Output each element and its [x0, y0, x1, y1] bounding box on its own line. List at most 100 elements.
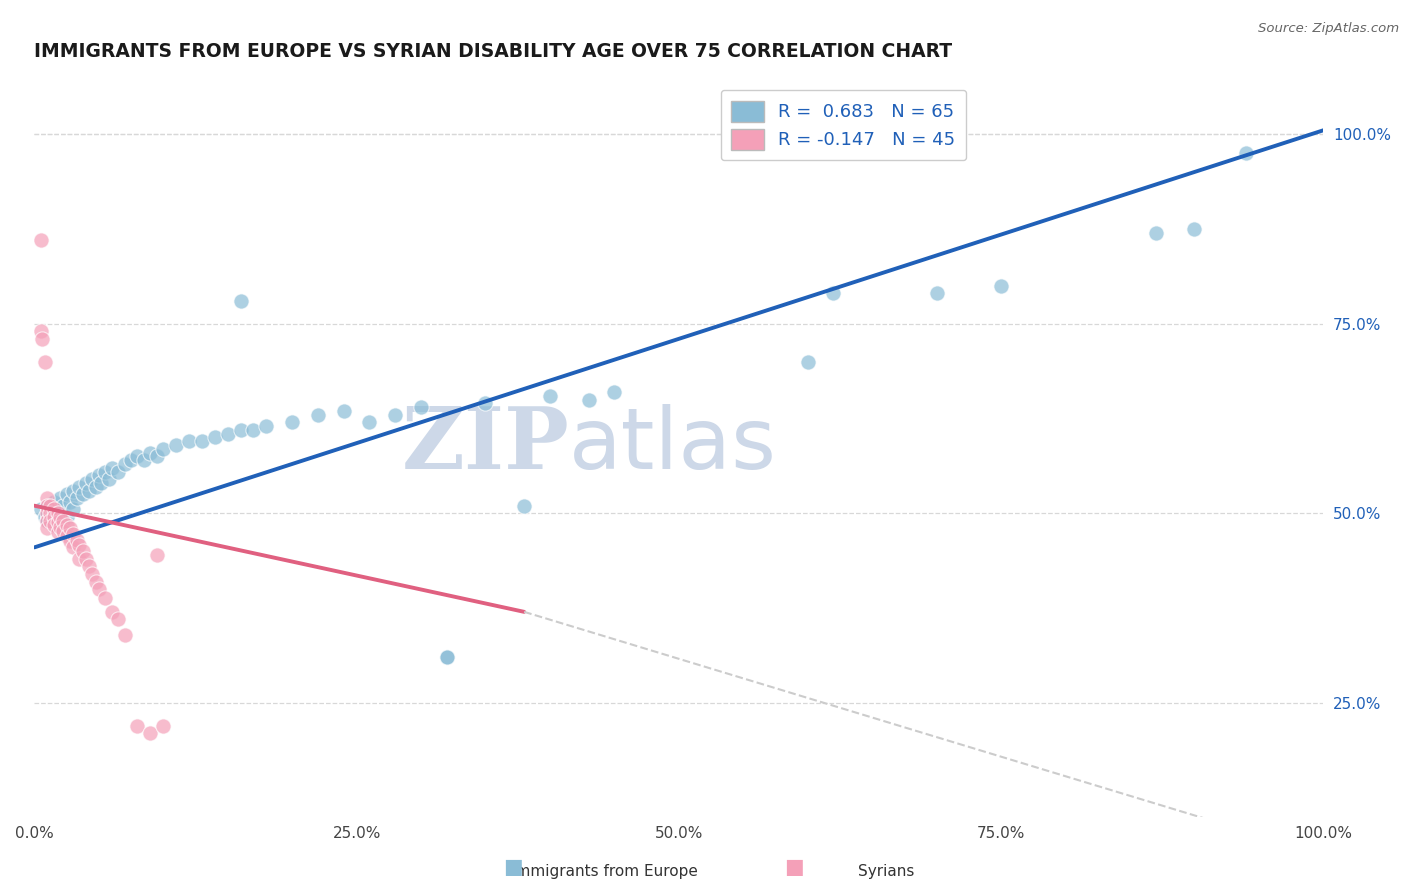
Point — [436, 650, 458, 665]
Point — [38, 506, 60, 520]
Point — [98, 472, 121, 486]
Point — [384, 408, 406, 422]
Point — [77, 559, 100, 574]
Point — [38, 514, 60, 528]
Point — [254, 419, 277, 434]
Point — [66, 491, 89, 505]
Point — [242, 423, 264, 437]
Point — [152, 718, 174, 732]
Point — [52, 514, 75, 528]
Text: ■: ■ — [503, 857, 523, 877]
Point — [30, 233, 52, 247]
Point — [34, 510, 56, 524]
Point — [107, 465, 129, 479]
Point — [87, 468, 110, 483]
Point — [359, 415, 381, 429]
Point — [69, 480, 91, 494]
Point — [90, 475, 112, 490]
Point — [796, 354, 818, 368]
Point — [55, 529, 77, 543]
Point — [100, 460, 122, 475]
Point — [114, 457, 136, 471]
Point — [578, 392, 600, 407]
Point — [139, 726, 162, 740]
Point — [925, 286, 948, 301]
Point — [49, 510, 72, 524]
Point — [146, 450, 169, 464]
Point — [229, 423, 252, 437]
Point — [229, 293, 252, 308]
Point — [37, 514, 59, 528]
Point — [46, 502, 69, 516]
Point — [165, 438, 187, 452]
Point — [38, 506, 60, 520]
Point — [66, 533, 89, 547]
Point — [409, 400, 432, 414]
Point — [84, 480, 107, 494]
Point — [77, 483, 100, 498]
Text: Immigrants from Europe: Immigrants from Europe — [512, 864, 697, 879]
Text: ZIP: ZIP — [402, 403, 569, 487]
Point — [46, 516, 69, 530]
Point — [120, 453, 142, 467]
Point — [37, 499, 59, 513]
Point — [1182, 222, 1205, 236]
Point — [59, 495, 82, 509]
Point — [146, 548, 169, 562]
Text: Syrians: Syrians — [858, 864, 914, 879]
Point — [204, 430, 226, 444]
Point — [42, 510, 65, 524]
Point — [37, 506, 59, 520]
Text: ■: ■ — [785, 857, 804, 877]
Point — [1144, 226, 1167, 240]
Legend: R =  0.683   N = 65, R = -0.147   N = 45: R = 0.683 N = 65, R = -0.147 N = 45 — [720, 90, 966, 161]
Text: Source: ZipAtlas.com: Source: ZipAtlas.com — [1258, 22, 1399, 36]
Point — [107, 612, 129, 626]
Point — [307, 408, 329, 422]
Point — [55, 487, 77, 501]
Point — [37, 514, 59, 528]
Point — [990, 278, 1012, 293]
Point — [52, 524, 75, 539]
Point — [37, 521, 59, 535]
Point — [42, 517, 65, 532]
Point — [37, 499, 59, 513]
Point — [1234, 146, 1257, 161]
Point — [100, 605, 122, 619]
Point — [62, 483, 84, 498]
Point — [603, 384, 626, 399]
Point — [177, 434, 200, 449]
Text: atlas: atlas — [569, 403, 778, 486]
Point — [94, 591, 117, 606]
Point — [62, 527, 84, 541]
Point — [127, 450, 149, 464]
Point — [75, 475, 97, 490]
Point — [38, 499, 60, 513]
Point — [436, 650, 458, 665]
Point — [474, 396, 496, 410]
Point — [34, 354, 56, 368]
Point — [823, 286, 845, 301]
Point — [46, 525, 69, 540]
Point — [72, 544, 94, 558]
Point — [69, 538, 91, 552]
Point — [49, 491, 72, 505]
Point — [191, 434, 214, 449]
Point — [94, 465, 117, 479]
Point — [59, 533, 82, 548]
Point — [332, 404, 354, 418]
Point — [281, 415, 304, 429]
Point — [30, 502, 52, 516]
Point — [127, 718, 149, 732]
Point — [42, 495, 65, 509]
Point — [139, 445, 162, 459]
Point — [52, 499, 75, 513]
Point — [132, 453, 155, 467]
Point — [75, 551, 97, 566]
Point — [217, 426, 239, 441]
Point — [513, 499, 536, 513]
Point — [42, 517, 65, 532]
Point — [46, 506, 69, 520]
Point — [82, 566, 104, 581]
Point — [55, 517, 77, 532]
